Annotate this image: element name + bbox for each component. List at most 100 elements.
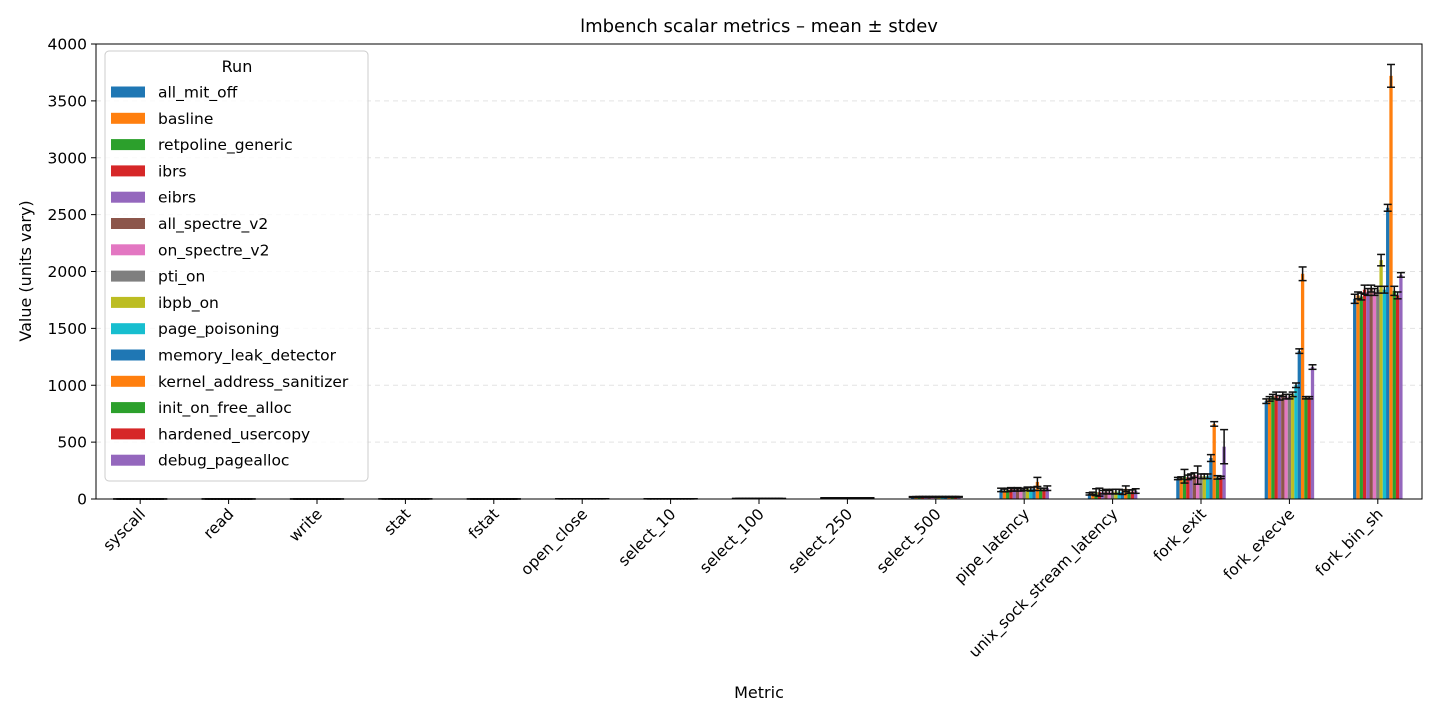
- x-tick-label: fstat: [465, 505, 503, 543]
- x-tick-label: select_10: [615, 505, 680, 570]
- bar: [1032, 488, 1036, 499]
- bar: [1104, 491, 1108, 499]
- bar: [1012, 489, 1016, 499]
- y-tick-label: 0: [77, 491, 87, 509]
- x-tick-label: fork_bin_sh: [1312, 505, 1387, 580]
- y-tick-label: 1500: [48, 320, 87, 338]
- bar: [1353, 298, 1357, 499]
- legend-swatch: [111, 86, 145, 98]
- legend-label: hardened_usercopy: [158, 425, 310, 444]
- bar: [1009, 489, 1013, 499]
- legend-swatch: [111, 244, 145, 256]
- legend-label: eibrs: [158, 189, 196, 207]
- legend-label: ibpb_on: [158, 294, 219, 313]
- bar: [1264, 401, 1268, 499]
- bar: [1372, 291, 1377, 499]
- legend-label: pti_on: [158, 268, 205, 287]
- bar: [1297, 351, 1301, 499]
- legend-box: [104, 50, 369, 482]
- bar: [1376, 289, 1380, 499]
- y-tick-label: 2000: [48, 263, 87, 281]
- bar: [1186, 477, 1190, 499]
- x-tick-label: fork_execve: [1220, 505, 1299, 584]
- bar: [1019, 489, 1023, 499]
- bar: [1120, 492, 1125, 499]
- bar: [1192, 475, 1197, 499]
- legend-swatch: [111, 454, 145, 466]
- legend-swatch: [111, 428, 145, 440]
- bar: [1205, 476, 1210, 499]
- bar: [1307, 397, 1311, 499]
- bar: [1039, 489, 1043, 499]
- legend-label: kernel_address_sanitizer: [158, 373, 349, 392]
- legend-swatch: [111, 112, 145, 124]
- bar: [1006, 489, 1010, 499]
- bar: [1045, 488, 1049, 499]
- bar: [1179, 477, 1183, 499]
- bar: [1189, 476, 1193, 499]
- bars: [115, 75, 1403, 500]
- bar: [1274, 395, 1278, 499]
- x-tick-label: open_close: [517, 505, 592, 580]
- bar: [1399, 274, 1403, 499]
- bar: [1087, 493, 1092, 499]
- legend-label: memory_leak_detector: [158, 347, 337, 366]
- bar: [1202, 476, 1206, 499]
- bar: [1392, 290, 1396, 499]
- legend-swatch: [111, 349, 145, 361]
- bar: [1284, 396, 1288, 499]
- bar: [1291, 394, 1295, 499]
- bar: [1277, 397, 1282, 499]
- x-axis-ticks: syscall read write stat fstat open_close selec…: [100, 499, 1387, 662]
- bar: [1379, 260, 1383, 499]
- y-tick-label: 3500: [48, 92, 87, 110]
- bar: [1366, 291, 1370, 499]
- x-tick-label: select_500: [873, 505, 945, 577]
- bar: [1356, 295, 1360, 499]
- bar: [1029, 489, 1033, 499]
- bar: [1182, 476, 1187, 499]
- bar: [1110, 491, 1115, 499]
- bar: [1386, 207, 1390, 500]
- legend-swatch: [111, 402, 145, 414]
- y-tick-label: 4000: [48, 36, 87, 54]
- bar: [1281, 394, 1285, 499]
- bar: [1304, 397, 1308, 499]
- bar: [1362, 289, 1367, 499]
- bar: [1134, 491, 1138, 499]
- legend-title: Run: [222, 57, 253, 76]
- x-tick-label: select_250: [785, 505, 857, 577]
- bar: [1107, 492, 1111, 499]
- legend-label: retpoline_generic: [158, 136, 293, 155]
- y-tick-label: 3000: [48, 149, 87, 167]
- legend-label: basline: [158, 110, 213, 128]
- bar: [1219, 477, 1223, 499]
- bar: [1382, 289, 1387, 499]
- x-tick-label: unix_sock_stream_latency: [965, 505, 1122, 662]
- legend-swatch: [111, 375, 145, 387]
- bar: [1176, 478, 1180, 499]
- legend-label: on_spectre_v2: [158, 241, 269, 260]
- y-tick-label: 500: [57, 434, 87, 452]
- bar: [1222, 446, 1226, 499]
- legend-label: all_spectre_v2: [158, 215, 268, 234]
- bar: [1130, 491, 1135, 499]
- bar: [1196, 475, 1200, 499]
- legend-label: debug_pagealloc: [158, 452, 289, 471]
- bar: [1199, 476, 1203, 499]
- x-tick-label: read: [200, 505, 237, 542]
- bar: [1271, 396, 1275, 499]
- legend-swatch: [111, 218, 145, 229]
- legend-label: ibrs: [158, 162, 187, 180]
- y-axis-ticks: 0 500 1000 1500 2000 2500 3000 3500 4000: [48, 36, 96, 509]
- x-tick-label: stat: [380, 505, 414, 539]
- bar: [1025, 488, 1030, 499]
- bar: [1395, 295, 1400, 499]
- y-axis-label: Value (units vary): [16, 200, 35, 341]
- bar: [1042, 489, 1046, 499]
- x-tick-label: syscall: [100, 505, 149, 554]
- legend-swatch: [111, 191, 145, 203]
- legend-swatch: [111, 139, 145, 151]
